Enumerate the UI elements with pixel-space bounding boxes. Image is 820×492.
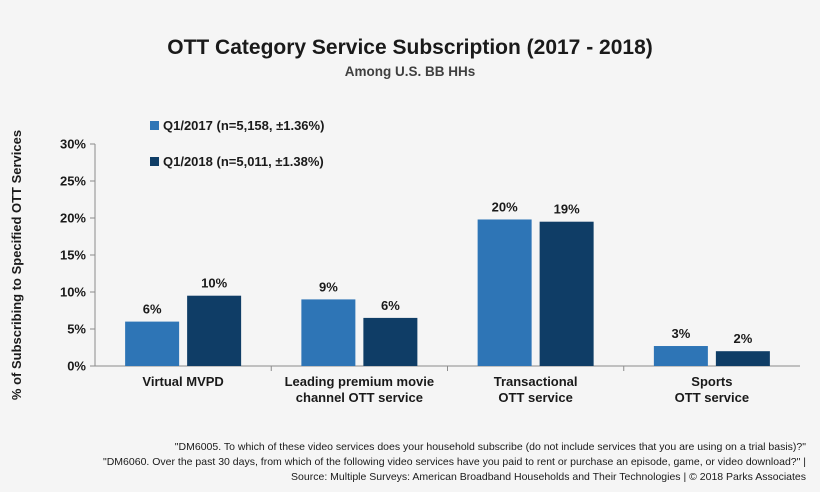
legend-label: Q1/2017 (n=5,158, ±1.36%) bbox=[163, 118, 324, 133]
data-label: 6% bbox=[143, 302, 162, 317]
chart-title: OTT Category Service Subscription (2017 … bbox=[167, 36, 653, 59]
chart-subtitle: Among U.S. BB HHs bbox=[344, 64, 476, 79]
y-tick-label: 15% bbox=[60, 248, 86, 263]
x-tick-label: Transactional bbox=[494, 374, 578, 389]
legend-label: Q1/2018 (n=5,011, ±1.38%) bbox=[163, 154, 324, 169]
footnote-question-1: "DM6005. To which of these video service… bbox=[174, 441, 806, 453]
y-tick-label: 30% bbox=[60, 137, 86, 152]
y-tick-label: 25% bbox=[60, 174, 86, 189]
y-tick-label: 10% bbox=[60, 285, 86, 300]
data-label: 9% bbox=[319, 279, 338, 294]
x-tick-label: OTT service bbox=[675, 390, 749, 405]
data-label: 10% bbox=[201, 276, 227, 291]
bar bbox=[363, 317, 418, 366]
data-label: 19% bbox=[554, 202, 580, 217]
x-tick-label: Sports bbox=[691, 374, 732, 389]
x-tick-label: Virtual MVPD bbox=[142, 374, 223, 389]
legend-swatch bbox=[150, 121, 159, 130]
y-tick-label: 0% bbox=[67, 359, 86, 374]
legend-swatch bbox=[150, 157, 159, 166]
y-tick-label: 20% bbox=[60, 211, 86, 226]
y-tick-label: 5% bbox=[67, 322, 86, 337]
bar bbox=[477, 219, 532, 366]
bar bbox=[539, 221, 594, 366]
x-tick-label: channel OTT service bbox=[296, 390, 423, 405]
bar bbox=[125, 321, 180, 366]
bar bbox=[653, 346, 708, 366]
x-tick-label: Leading premium movie bbox=[285, 374, 435, 389]
data-label: 2% bbox=[733, 331, 752, 346]
bar bbox=[715, 351, 770, 366]
x-tick-label: OTT service bbox=[498, 390, 572, 405]
bar bbox=[301, 299, 356, 366]
data-label: 6% bbox=[381, 298, 400, 313]
data-label: 3% bbox=[671, 326, 690, 341]
footnote-question-2: "DM6060. Over the past 30 days, from whi… bbox=[103, 456, 806, 468]
footnote-source: Source: Multiple Surveys: American Broad… bbox=[291, 471, 806, 483]
y-axis-label: % of Subscribing to Specified OTT Servic… bbox=[9, 130, 24, 400]
bar bbox=[187, 295, 242, 366]
data-label: 20% bbox=[492, 199, 518, 214]
